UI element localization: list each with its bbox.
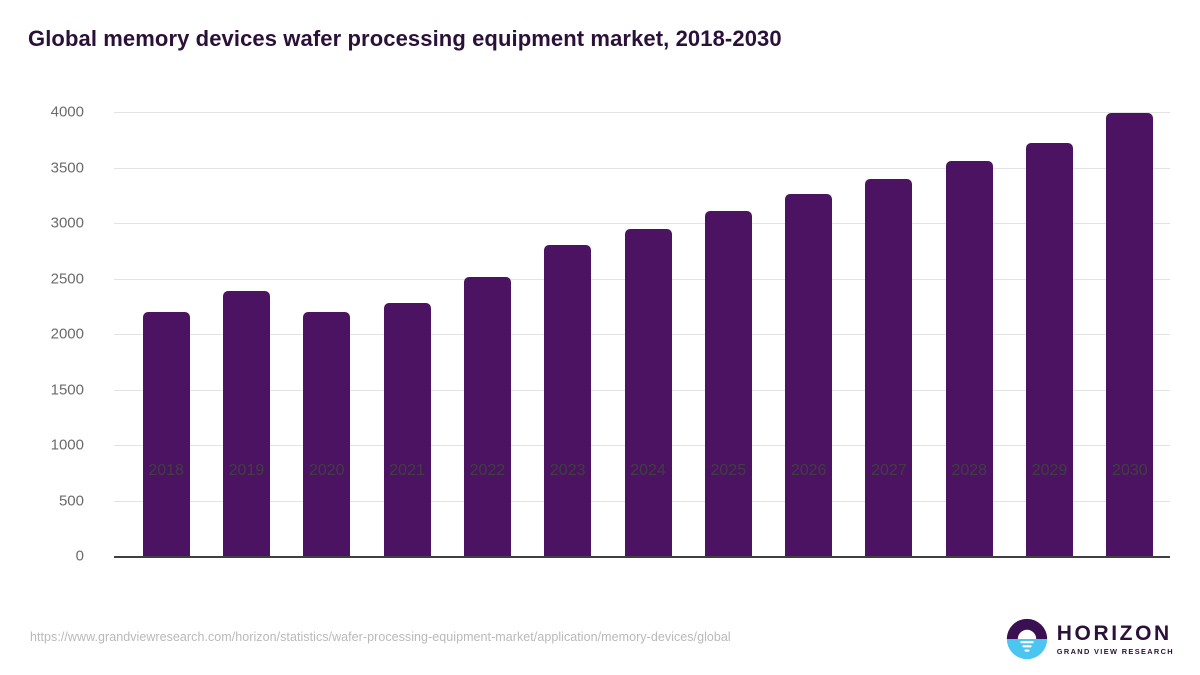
bar[interactable] (142, 311, 190, 556)
x-axis-tick-label: 2030 (1112, 462, 1148, 479)
x-axis-tick-label: 2022 (469, 462, 506, 479)
bar[interactable] (544, 245, 592, 556)
bar[interactable] (865, 178, 913, 556)
y-axis-tick-label: 1000 (50, 436, 84, 454)
bar[interactable] (222, 291, 270, 556)
bar[interactable] (704, 211, 752, 556)
y-gridline (114, 112, 1170, 113)
bar[interactable] (624, 229, 672, 556)
bar[interactable] (945, 161, 993, 556)
y-axis-tick-label: 4000 (50, 103, 84, 121)
x-axis-line (114, 556, 1170, 558)
logo-tagline: GRAND VIEW RESEARCH (1056, 646, 1174, 656)
horizon-logo-text: HORIZON GRAND VIEW RESEARCH (1057, 623, 1174, 655)
bar[interactable] (383, 302, 431, 556)
y-axis-tick-label: 500 (58, 492, 84, 509)
y-axis-tick-label: 1500 (50, 381, 84, 398)
logo-wordmark: HORIZON (1056, 621, 1172, 645)
x-axis-tick-label: 2028 (951, 462, 988, 479)
x-axis-tick-label: 2021 (389, 462, 425, 479)
y-axis-tick-label: 2500 (50, 270, 84, 287)
horizon-logo-icon (1006, 618, 1047, 660)
x-axis-tick-label: 2029 (1031, 462, 1068, 479)
bar[interactable] (1026, 142, 1074, 556)
y-axis-tick-label: 3000 (50, 214, 84, 232)
plot-area: 0 500 1000 1500 2000 2500 3000 3500 4000 (51, 104, 1170, 565)
y-gridline (114, 167, 1170, 169)
x-axis-tick-label: 2018 (148, 462, 184, 479)
x-axis-tick-label: 2023 (549, 462, 586, 479)
page-title: Global memory devices wafer processing e… (28, 26, 782, 51)
y-axis-tick-label: 0 (75, 547, 84, 565)
bar[interactable] (1106, 113, 1154, 556)
x-axis-tick-label: 2024 (630, 462, 666, 479)
x-axis-tick-label: 2019 (228, 462, 265, 479)
y-axis-tick-label: 2000 (50, 325, 84, 343)
x-axis-tick-label: 2020 (308, 462, 345, 479)
y-axis-tick-label: 3500 (50, 159, 84, 176)
source-url[interactable]: https://www.grandviewresearch.com/horizo… (30, 630, 731, 644)
bar[interactable] (303, 311, 351, 556)
x-axis-tick-label: 2027 (871, 462, 907, 479)
bar[interactable] (785, 193, 833, 556)
bar[interactable] (463, 276, 511, 556)
y-gridline (114, 223, 1170, 224)
x-axis-tick-label: 2025 (710, 462, 747, 479)
horizon-logo: HORIZON GRAND VIEW RESEARCH (1006, 618, 1174, 660)
x-axis-tick-label: 2026 (790, 462, 827, 479)
